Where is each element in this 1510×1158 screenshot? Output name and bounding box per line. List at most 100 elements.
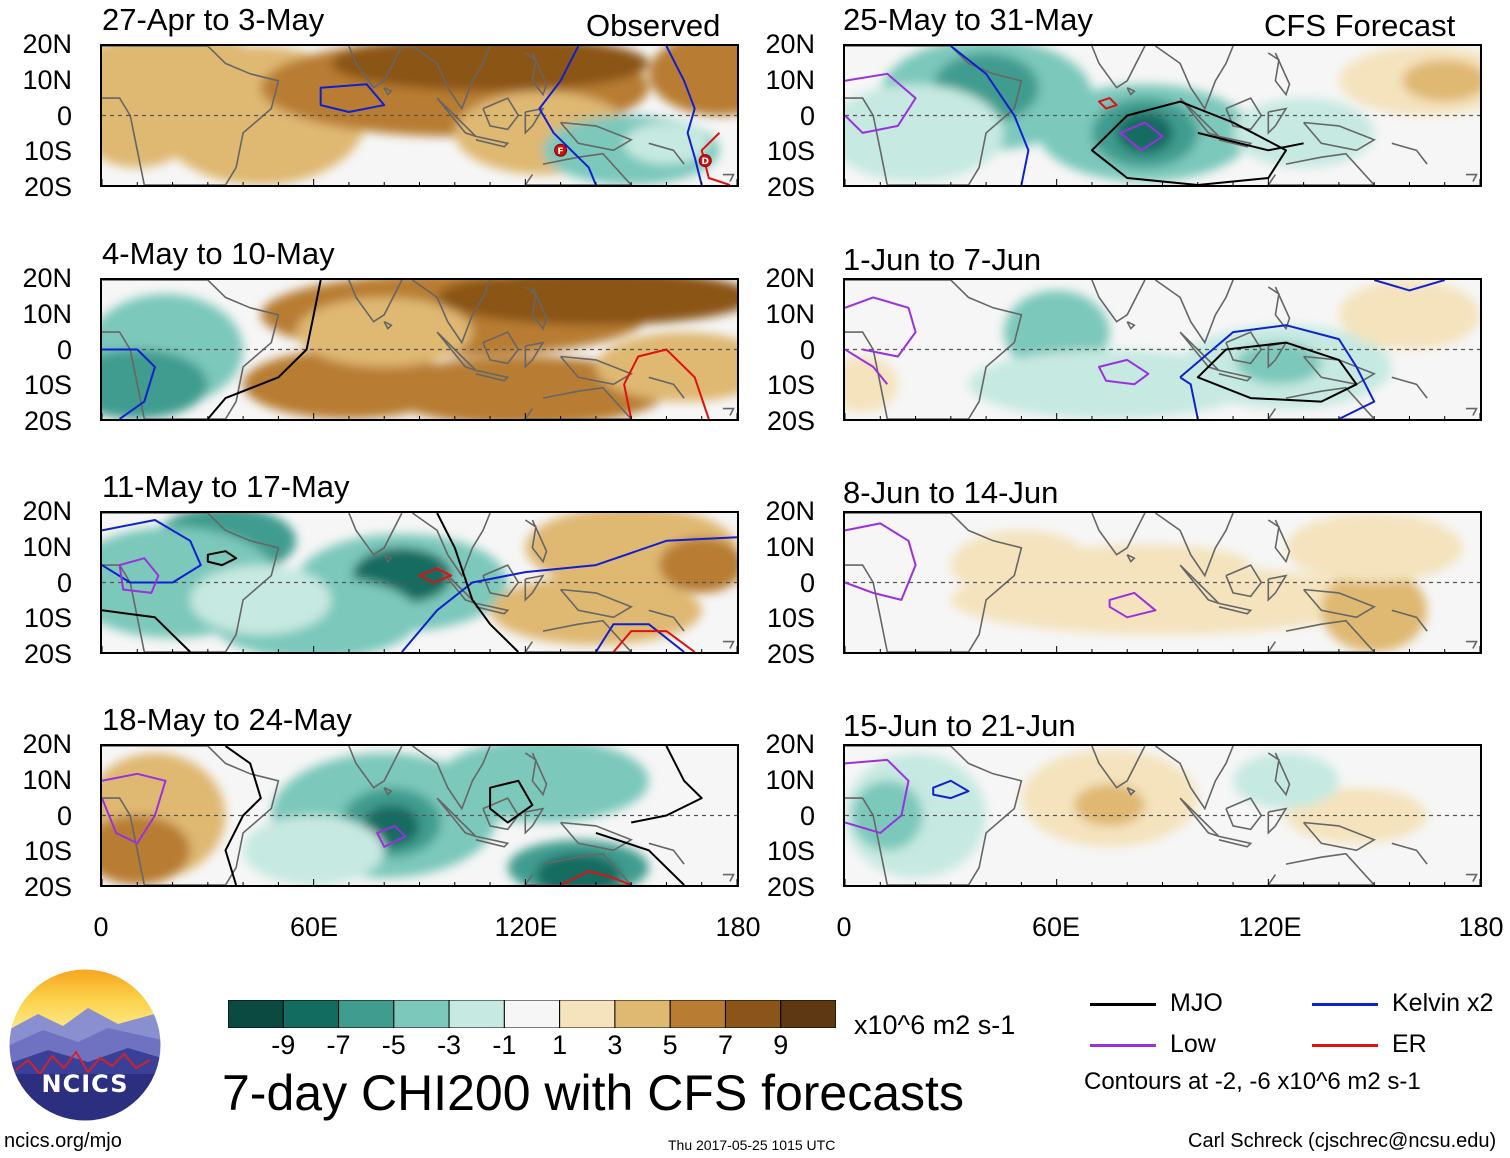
colorbar-swatch: [282, 999, 340, 1029]
anomaly-region: [384, 356, 667, 419]
colorbar-tick-label: 9: [773, 1030, 789, 1060]
coastline: [845, 746, 1023, 885]
lon-label-left-0: 0: [93, 912, 109, 942]
coastline: [722, 640, 735, 649]
contour-line: [1179, 376, 1199, 419]
contour-line: [623, 348, 710, 419]
tropical-cyclone-marker: [554, 143, 568, 157]
coastline: [411, 746, 491, 811]
colorbar-tick-label: -9: [271, 1030, 296, 1060]
lon-label-right-0: 0: [836, 912, 852, 942]
contour-line: [845, 72, 917, 134]
contour-line: [118, 557, 160, 594]
coastline: [1465, 873, 1478, 882]
lat-label: 10N: [22, 64, 72, 95]
legend: MJO Kelvin x2 Low ER: [1080, 986, 1510, 1096]
coastline: [1267, 386, 1376, 419]
coastline: [1267, 52, 1291, 97]
coastline: [1267, 152, 1376, 185]
coastline: [475, 369, 510, 382]
coastline: [524, 52, 548, 97]
coastline: [1267, 286, 1291, 331]
anomaly-region: [1285, 787, 1428, 844]
coastline: [1302, 121, 1377, 152]
contour-line: [102, 519, 202, 584]
anomaly-region: [1402, 59, 1480, 102]
contour-line: [845, 296, 917, 358]
lat-label: 10N: [765, 764, 815, 795]
lon-label-left-120e: 120E: [494, 912, 558, 942]
coastline: [102, 280, 280, 419]
lon-label-left-180: 180: [715, 912, 761, 942]
coastline: [475, 835, 510, 848]
contour-line: [932, 779, 970, 800]
contour-line: [418, 567, 453, 584]
colorbar-tick-label: -7: [326, 1030, 351, 1060]
lat-label: 10S: [23, 603, 72, 634]
coastline: [475, 602, 510, 615]
coastline: [524, 386, 633, 419]
contour-line: [595, 831, 685, 885]
map-p1: FD: [102, 46, 737, 185]
anomaly-region: [1039, 544, 1251, 586]
lon-label-left-60e: 60E: [289, 912, 339, 942]
contour-line: [845, 758, 910, 834]
map-panel-p6: [843, 278, 1482, 421]
map-p7: [845, 513, 1480, 652]
panel-title-p6: 1-Jun to 7-Jun: [843, 242, 1042, 277]
lon-label-right-120e: 120E: [1238, 912, 1302, 942]
main-title: 7-day CHI200 with CFS forecasts: [222, 1065, 964, 1121]
lat-label: 20S: [23, 406, 72, 436]
lat-label: 10S: [23, 836, 72, 867]
coastline: [524, 107, 545, 135]
coastline: [102, 746, 280, 885]
coastline: [1126, 320, 1136, 330]
coastline: [348, 746, 403, 789]
coastline: [648, 609, 685, 632]
contour-line: [207, 280, 322, 419]
coastline: [722, 407, 735, 416]
lon-label-right-180: 180: [1458, 912, 1504, 942]
coastline: [648, 842, 685, 865]
coastline: [524, 519, 548, 564]
colorbar: [227, 999, 837, 1033]
contour-line: [1196, 341, 1358, 403]
legend-label-mjo: MJO: [1170, 989, 1223, 1017]
coastline: [482, 331, 520, 365]
coastline: [1302, 355, 1377, 386]
anomaly-region: [331, 46, 649, 92]
map-p2: [102, 280, 737, 419]
footer-timestamp: Thu 2017-05-25 1015 UTC: [668, 1137, 836, 1153]
coastline: [648, 376, 685, 399]
lat-label: 10S: [766, 603, 815, 634]
lat-label: 20S: [766, 172, 815, 202]
colorbar-tick-label: -3: [437, 1030, 462, 1060]
coastline: [559, 121, 634, 152]
coastline: [1465, 173, 1478, 182]
colorbar-swatch: [669, 999, 726, 1029]
tropical-cyclone-marker: [698, 154, 712, 168]
tropical-cyclone-label: D: [702, 157, 709, 167]
colorbar-tick-label: 5: [662, 1030, 678, 1060]
legend-line-mjo: [1090, 1003, 1156, 1006]
coastline: [1091, 513, 1146, 556]
legend-label-kelvin: Kelvin x2: [1392, 989, 1494, 1017]
colorbar-tick-label: 1: [552, 1030, 568, 1060]
lat-label: 10N: [765, 298, 815, 329]
lat-label: 10N: [22, 531, 72, 562]
colorbar-tick-label: 3: [607, 1030, 623, 1060]
coastline: [1267, 619, 1376, 652]
contour-line: [489, 779, 534, 824]
coastline: [102, 513, 280, 652]
coastline: [1218, 835, 1253, 848]
coastline: [436, 97, 477, 138]
footer-url[interactable]: ncics.org/mjo: [4, 1130, 122, 1152]
coastline: [1267, 574, 1288, 602]
coastline: [1225, 564, 1263, 598]
anomaly-region: [102, 815, 191, 885]
map-panel-p7: [843, 511, 1482, 654]
colorbar-swatch: [559, 999, 616, 1029]
coastline: [1302, 588, 1377, 619]
coastline: [436, 331, 477, 372]
